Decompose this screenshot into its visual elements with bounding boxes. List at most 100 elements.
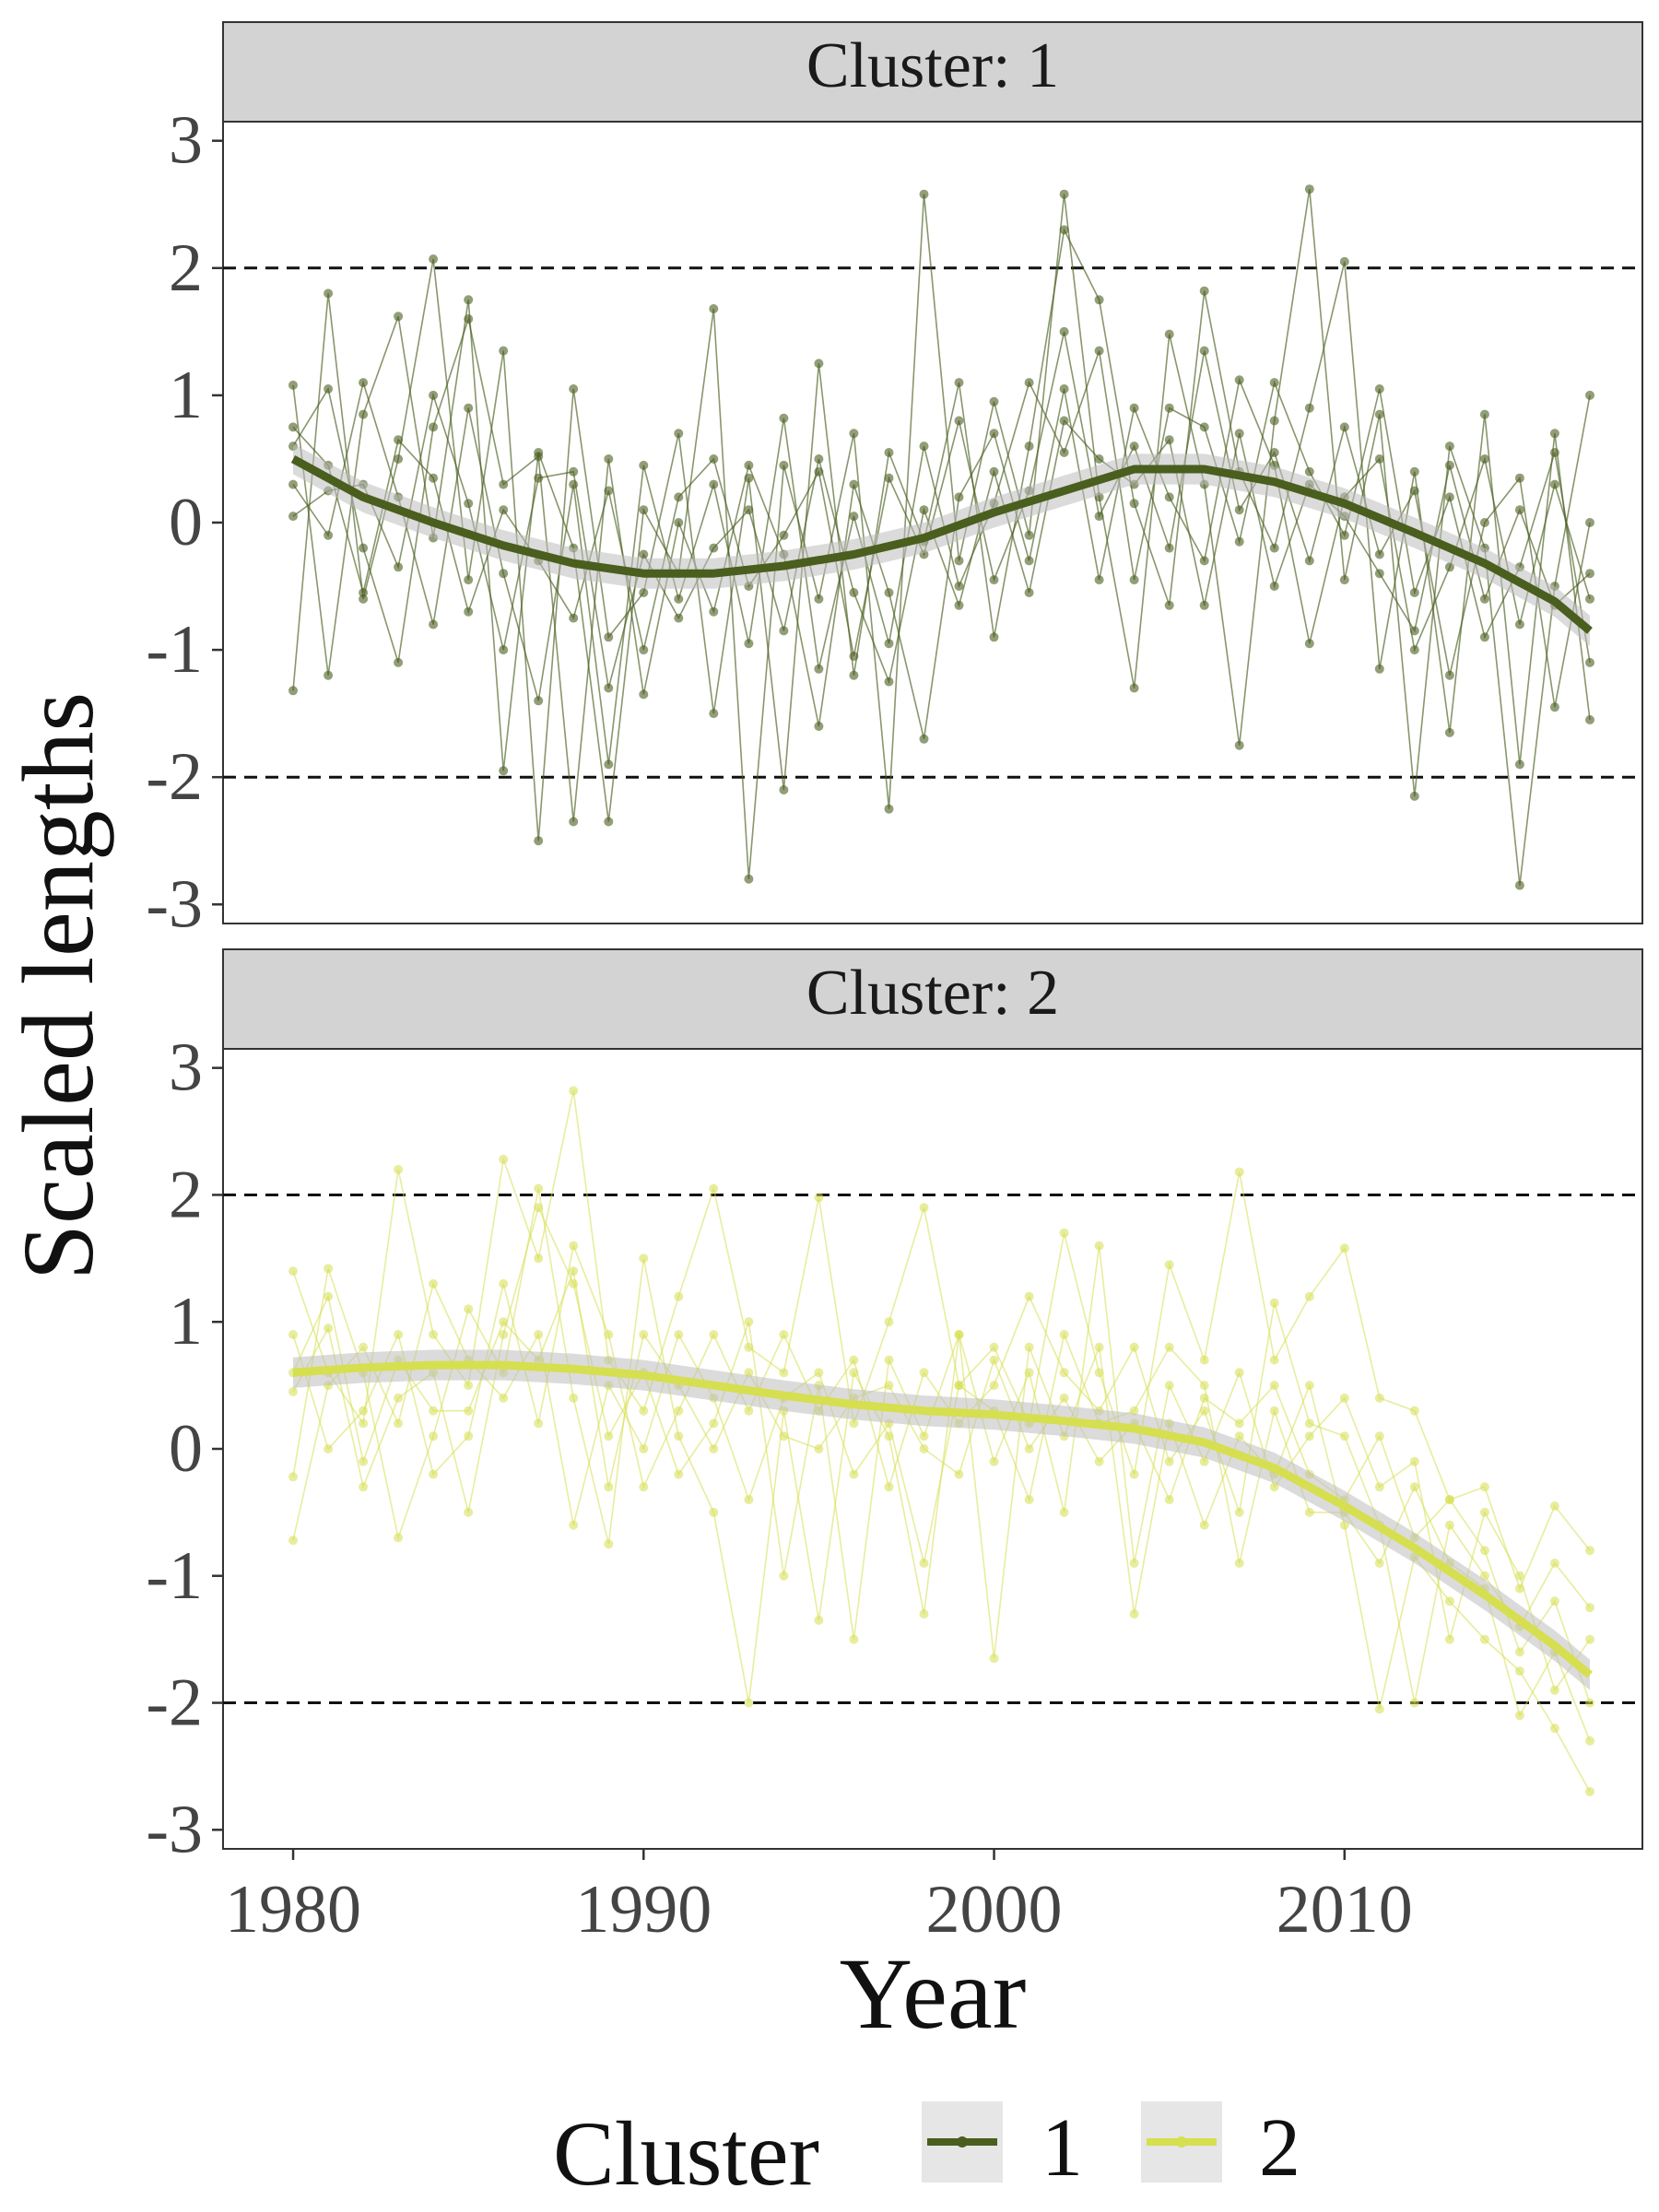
- data-point: [1234, 740, 1244, 750]
- data-point: [884, 639, 894, 649]
- data-point: [954, 556, 964, 566]
- data-point: [884, 1482, 894, 1492]
- data-point: [989, 1653, 999, 1664]
- data-point: [1024, 1291, 1034, 1301]
- data-point: [499, 1154, 509, 1164]
- series-line: [292, 1090, 1591, 1591]
- data-point: [1514, 1666, 1524, 1677]
- data-point: [1585, 594, 1594, 604]
- series-line: [292, 1281, 1591, 1742]
- y-tick-label: 3: [169, 103, 203, 179]
- data-point: [779, 413, 789, 423]
- data-point: [288, 479, 298, 489]
- panel-cluster-2: Cluster: 2: [222, 948, 1643, 1850]
- data-point: [744, 1406, 754, 1416]
- data-point: [1479, 1634, 1489, 1644]
- data-point: [779, 626, 789, 636]
- data-point: [1304, 1507, 1314, 1517]
- data-point: [429, 473, 439, 483]
- data-point: [1514, 759, 1524, 770]
- data-point: [1304, 184, 1314, 194]
- data-point: [779, 1330, 789, 1339]
- data-point: [884, 804, 894, 814]
- y-tick-label: 0: [169, 485, 203, 560]
- data-point: [499, 766, 509, 776]
- data-point: [744, 1698, 754, 1708]
- x-tick-label: 2010: [1277, 1872, 1413, 1947]
- data-point: [394, 312, 404, 322]
- data-point: [639, 645, 649, 655]
- data-point: [954, 582, 964, 591]
- data-point: [429, 1278, 439, 1288]
- data-point: [604, 486, 614, 496]
- data-point: [709, 709, 719, 719]
- data-point: [1409, 1406, 1419, 1416]
- x-tick-label: 1980: [225, 1872, 361, 1947]
- data-point: [1094, 1241, 1104, 1251]
- data-point: [849, 1418, 859, 1429]
- data-point: [709, 1183, 719, 1194]
- data-point: [639, 689, 649, 700]
- data-point: [849, 652, 859, 661]
- data-point: [1409, 626, 1419, 636]
- data-point: [744, 639, 754, 649]
- data-point: [569, 1393, 579, 1403]
- data-point: [1585, 569, 1594, 579]
- data-point: [464, 1304, 474, 1314]
- data-point: [814, 1368, 824, 1378]
- data-point: [709, 1444, 719, 1453]
- data-point: [1444, 670, 1454, 680]
- data-point: [1409, 1456, 1419, 1466]
- data-point: [744, 505, 754, 515]
- data-point: [1234, 1507, 1244, 1517]
- data-point: [1269, 416, 1279, 426]
- data-point: [1585, 1787, 1594, 1796]
- data-point: [1164, 1456, 1174, 1466]
- data-point: [1059, 189, 1069, 199]
- data-point: [1374, 454, 1384, 464]
- data-point: [1444, 727, 1454, 737]
- data-point: [288, 1387, 298, 1396]
- smooth-trend-line: [290, 455, 1593, 634]
- data-point: [744, 460, 754, 470]
- data-point: [1514, 1647, 1524, 1657]
- data-point: [989, 575, 999, 585]
- data-point: [359, 594, 369, 604]
- smooth-confidence-band: [293, 443, 1590, 646]
- data-point: [709, 1330, 719, 1339]
- data-point: [429, 254, 439, 265]
- data-point: [1024, 1342, 1034, 1352]
- data-point: [639, 1482, 649, 1492]
- data-point: [1024, 1495, 1034, 1505]
- data-point: [464, 403, 474, 413]
- data-point: [1304, 1381, 1314, 1391]
- data-point: [569, 817, 579, 827]
- panel-cluster-1: Cluster: 1: [222, 21, 1643, 924]
- data-point: [1199, 286, 1209, 296]
- data-point: [1549, 1685, 1559, 1695]
- data-point: [359, 543, 369, 553]
- data-point: [1585, 1603, 1594, 1613]
- data-point: [814, 594, 824, 604]
- data-point: [919, 734, 929, 744]
- data-point: [1199, 1406, 1209, 1416]
- data-point: [1585, 518, 1594, 527]
- panel-2-data: [223, 1086, 1642, 1796]
- data-point: [709, 606, 719, 617]
- data-point: [779, 785, 789, 794]
- data-point: [779, 1571, 789, 1581]
- data-point: [464, 1381, 474, 1391]
- data-point: [954, 1330, 964, 1339]
- data-point: [1549, 479, 1559, 489]
- data-point: [288, 1472, 298, 1482]
- data-point: [464, 606, 474, 617]
- data-point: [639, 1444, 649, 1453]
- y-tick-label: -2: [146, 739, 203, 815]
- data-point: [1374, 1559, 1384, 1568]
- data-point: [1374, 1393, 1384, 1403]
- data-point: [1549, 1596, 1559, 1606]
- data-point: [1549, 1724, 1559, 1734]
- data-point: [1339, 1520, 1349, 1530]
- data-point: [359, 378, 369, 388]
- data-point: [569, 1520, 579, 1530]
